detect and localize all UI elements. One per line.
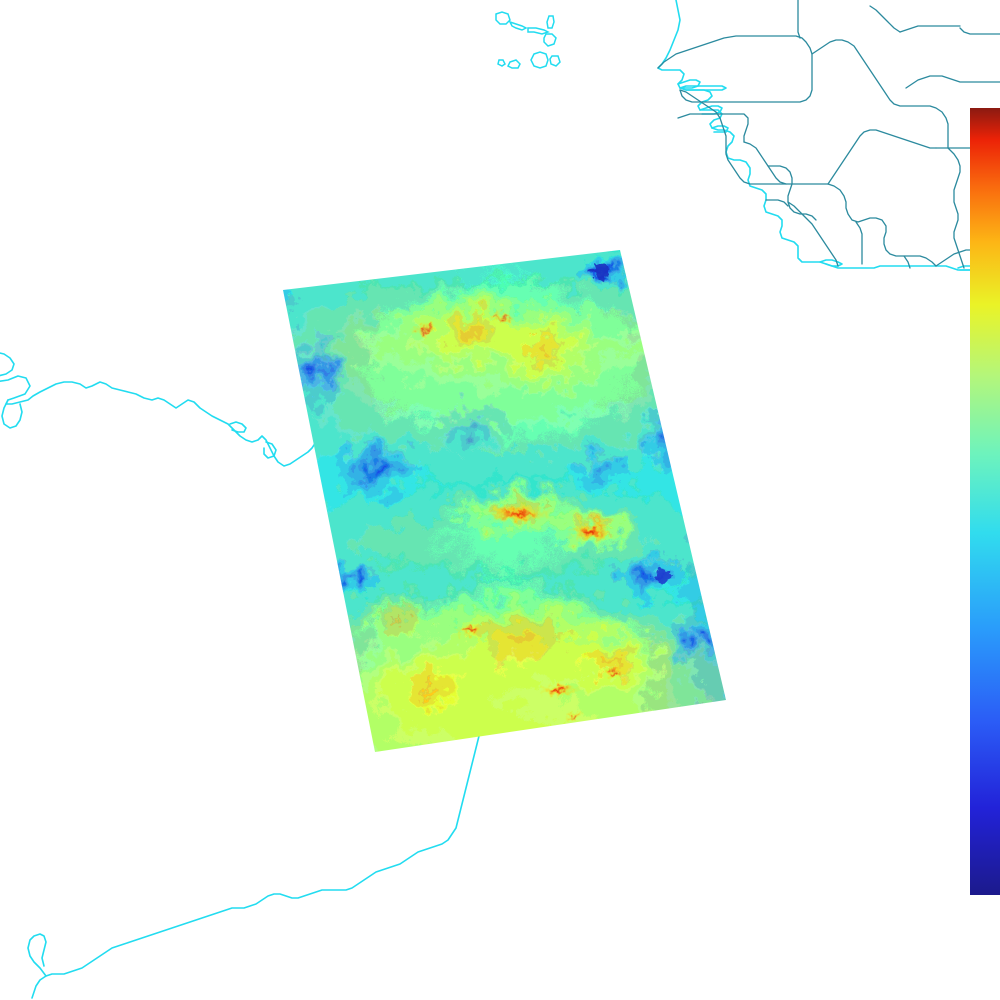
colorbar[interactable]: [970, 108, 1000, 895]
cape-verde-islands: [495, 11, 561, 69]
country-borders: [657, 0, 1000, 269]
